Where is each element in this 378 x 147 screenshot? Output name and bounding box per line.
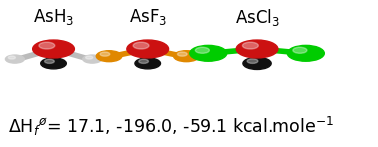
- Circle shape: [243, 57, 271, 70]
- Circle shape: [86, 56, 93, 59]
- Circle shape: [41, 58, 66, 69]
- Circle shape: [177, 52, 187, 56]
- Circle shape: [287, 45, 324, 61]
- Circle shape: [190, 45, 227, 61]
- Circle shape: [100, 52, 110, 56]
- Text: AsCl$_3$: AsCl$_3$: [235, 7, 279, 28]
- Circle shape: [195, 47, 209, 53]
- Circle shape: [5, 55, 24, 63]
- Circle shape: [96, 51, 122, 62]
- Circle shape: [174, 51, 199, 62]
- Circle shape: [139, 59, 149, 63]
- Circle shape: [236, 40, 278, 58]
- Circle shape: [293, 47, 307, 53]
- Circle shape: [83, 55, 102, 63]
- Text: AsH$_3$: AsH$_3$: [33, 7, 74, 27]
- Circle shape: [8, 56, 15, 59]
- Circle shape: [39, 42, 55, 49]
- Circle shape: [127, 40, 169, 58]
- Circle shape: [45, 59, 54, 63]
- Circle shape: [247, 59, 258, 63]
- Circle shape: [242, 42, 258, 49]
- Circle shape: [33, 40, 74, 58]
- Circle shape: [133, 42, 149, 49]
- Text: ΔH$_f$$^{ø}$= 17.1, -196.0, -59.1 kcal.mole$^{-1}$: ΔH$_f$$^{ø}$= 17.1, -196.0, -59.1 kcal.m…: [8, 115, 334, 138]
- Circle shape: [135, 58, 161, 69]
- Text: AsF$_3$: AsF$_3$: [129, 7, 167, 27]
